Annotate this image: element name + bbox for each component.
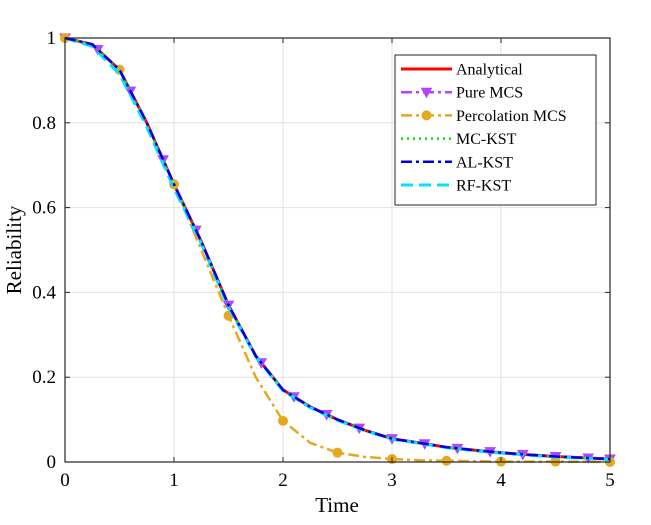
y-tick-label: 0.4 bbox=[32, 282, 56, 303]
legend-label-rf-kst: RF-KST bbox=[456, 178, 511, 195]
legend-label-percolation-mcs: Percolation MCS bbox=[456, 108, 567, 125]
data-point-percolation-mcs bbox=[441, 455, 452, 466]
x-axis-label: Time bbox=[315, 493, 359, 517]
y-tick-label: 0.8 bbox=[32, 113, 56, 134]
x-tick-label: 4 bbox=[496, 470, 506, 491]
y-axis-label: Reliability bbox=[2, 205, 26, 294]
y-tick-label: 1 bbox=[47, 28, 57, 49]
legend-marker-pure-mcs bbox=[420, 87, 433, 99]
series-line-al-kst bbox=[64, 36, 611, 461]
plot-frame bbox=[64, 37, 611, 463]
legend-label-al-kst: AL-KST bbox=[456, 154, 513, 171]
x-tick-label: 3 bbox=[387, 470, 397, 491]
y-tick-label: 0 bbox=[47, 452, 57, 473]
series-line-percolation-mcs bbox=[64, 36, 611, 464]
x-tick-label: 5 bbox=[605, 470, 615, 491]
legend: Analytical Pure MCS Percolation MCS MC-KST A… bbox=[394, 54, 597, 206]
x-tick-label: 2 bbox=[278, 470, 288, 491]
legend-box bbox=[394, 54, 597, 206]
x-tick-label: 1 bbox=[169, 470, 179, 491]
x-tick-label: 0 bbox=[60, 470, 70, 491]
data-point-percolation-mcs bbox=[332, 447, 343, 458]
legend-label-mc-kst: MC-KST bbox=[456, 131, 517, 148]
legend-label-pure-mcs: Pure MCS bbox=[456, 85, 523, 102]
legend-label-analytical: Analytical bbox=[456, 62, 523, 79]
y-tick-label: 0.6 bbox=[32, 198, 56, 219]
y-tick-label: 0.2 bbox=[32, 367, 56, 388]
legend-marker-percolation-mcs bbox=[421, 110, 432, 121]
axis-ticks: 0 1 2 3 4 5 0 0.2 0.4 0.6 0.8 1 bbox=[32, 28, 615, 491]
data-point-percolation-mcs bbox=[278, 415, 288, 426]
